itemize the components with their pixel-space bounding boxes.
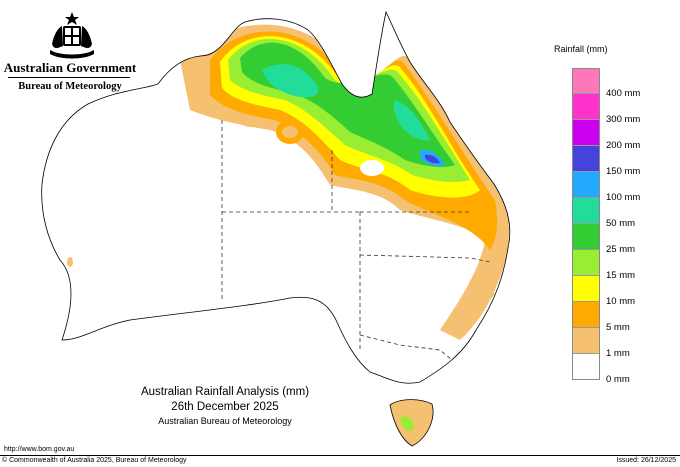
legend-label: 400 mm bbox=[606, 88, 641, 99]
legend-swatch bbox=[572, 302, 600, 328]
legend-label: 100 mm bbox=[606, 192, 641, 203]
map-date: 26th December 2025 bbox=[171, 401, 279, 413]
legend-swatch bbox=[572, 172, 600, 198]
legend-swatch bbox=[572, 146, 600, 172]
header-divider bbox=[8, 77, 130, 78]
legend-swatch bbox=[572, 276, 600, 302]
legend-swatch bbox=[572, 328, 600, 354]
map-title: Australian Rainfall Analysis (mm) bbox=[140, 386, 310, 398]
tasmania-rain-patch bbox=[400, 416, 414, 431]
coat-of-arms-icon bbox=[50, 12, 94, 59]
map-source: Australian Bureau of Meteorology bbox=[158, 416, 292, 426]
legend-frame bbox=[572, 68, 600, 380]
state-borders bbox=[221, 120, 491, 361]
map-title-block: Australian Rainfall Analysis (mm) 26th D… bbox=[120, 386, 330, 426]
coastline bbox=[41, 10, 511, 384]
legend-label: 200 mm bbox=[606, 140, 641, 151]
legend-swatch bbox=[572, 120, 600, 146]
legend-label: 25 mm bbox=[606, 244, 636, 255]
legend-label: 5 mm bbox=[606, 322, 630, 333]
legend-swatch bbox=[572, 224, 600, 250]
issued-date: Issued: 26/12/2025 bbox=[616, 457, 676, 464]
bureau-name: Bureau of Meteorology bbox=[18, 81, 122, 92]
legend-label: 1 mm bbox=[606, 348, 630, 359]
legend-swatch bbox=[572, 94, 600, 120]
rainfall-shading bbox=[67, 24, 510, 341]
border-qld-nsw bbox=[359, 254, 491, 263]
copyright-text: © Commonwealth of Australia 2025, Bureau… bbox=[2, 457, 187, 464]
legend-swatch bbox=[572, 250, 600, 276]
legend-swatch bbox=[572, 68, 600, 94]
legend-swatch bbox=[572, 198, 600, 224]
legend-label: 10 mm bbox=[606, 296, 636, 307]
legend-label: 50 mm bbox=[606, 218, 636, 229]
bom-url-link[interactable]: http://www.bom.gov.au bbox=[4, 446, 75, 453]
footer-bar: © Commonwealth of Australia 2025, Bureau… bbox=[0, 455, 680, 467]
government-name: Australian Government bbox=[3, 60, 137, 75]
legend-label: 15 mm bbox=[606, 270, 636, 281]
government-crest-logo bbox=[8, 10, 136, 92]
legend-label: 150 mm bbox=[606, 166, 641, 177]
legend-label: 300 mm bbox=[606, 114, 641, 125]
legend-title: Rainfall (mm) bbox=[554, 44, 608, 54]
legend-label: 0 mm bbox=[606, 374, 630, 385]
